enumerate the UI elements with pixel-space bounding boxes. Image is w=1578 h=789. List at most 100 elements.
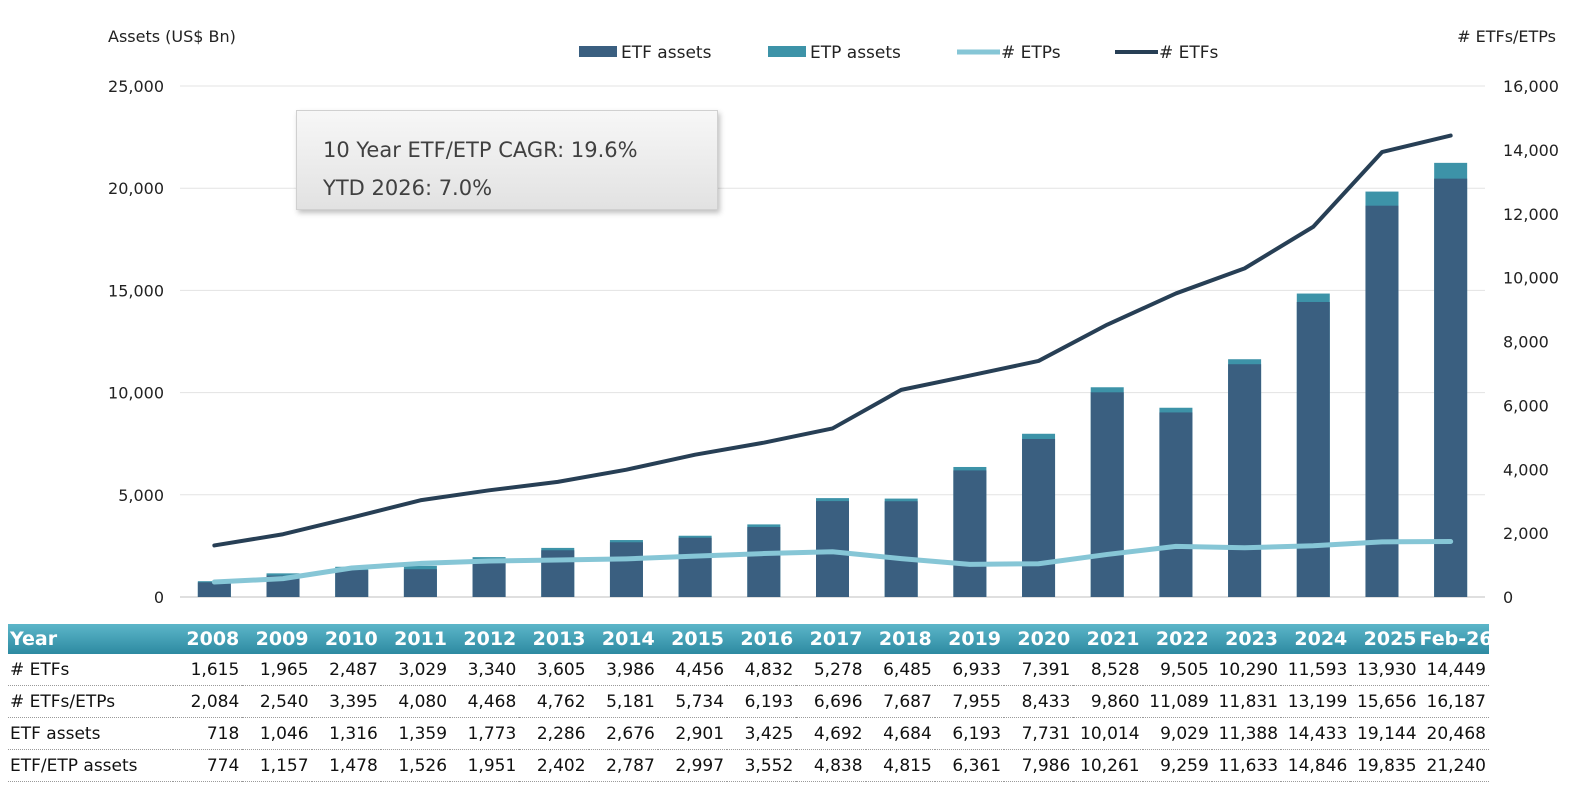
line-etfs (212, 133, 1453, 548)
bar-etf-assets (1365, 205, 1399, 597)
bar-etf-assets (541, 550, 575, 597)
table-cell: 2,402 (519, 749, 589, 782)
table-cell: 1,359 (380, 717, 451, 750)
table-cell: 3,395 (311, 685, 381, 718)
cagr-line: 10 Year ETF/ETP CAGR: 19.6% (323, 138, 638, 162)
left-axis-label: Assets (US$ Bn) (108, 27, 236, 46)
table-cell: 14,433 (1281, 717, 1351, 750)
table-cell: 774 (173, 749, 243, 782)
table-cell: 9,029 (1142, 717, 1212, 750)
table-cell: 1,157 (242, 749, 312, 782)
right-tick-label: 14,000 (1503, 141, 1559, 160)
table-cell: 3,605 (519, 654, 589, 686)
table-header-year: Feb-26 (1419, 624, 1493, 654)
table-cell: 8,433 (1004, 685, 1074, 718)
table-row: ETF/ETP assets 774 1,157 1,478 1,526 1,951 2,4… (8, 749, 1489, 782)
bar-etf-assets (1022, 438, 1056, 597)
bar-etf-assets (472, 560, 506, 597)
cagr-annotation: 10 Year ETF/ETP CAGR: 19.6% YTD 2026: 7.… (296, 110, 718, 210)
table-cell: 3,986 (588, 654, 658, 686)
table-header-year: 2010 (311, 624, 381, 654)
table-cell: 4,762 (519, 685, 589, 718)
table-row-label: # ETFs/ETPs (8, 685, 174, 718)
table-cell: 6,193 (727, 685, 797, 718)
table-cell: 2,286 (519, 717, 589, 750)
table-cell: 4,468 (450, 685, 520, 718)
left-tick-label: 0 (154, 588, 164, 607)
table-cell: 13,930 (1350, 654, 1420, 686)
table-header-year: 2019 (934, 624, 1005, 654)
table-cell: 3,340 (450, 654, 520, 686)
bar-etf-assets (609, 542, 643, 597)
table-header-year: 2022 (1142, 624, 1212, 654)
table-cell: 1,965 (242, 654, 312, 686)
table-cell: 1,951 (450, 749, 520, 782)
right-tick-label: 2,000 (1503, 524, 1549, 543)
table-cell: 9,860 (1073, 685, 1143, 718)
table-cell: 3,029 (380, 654, 451, 686)
left-tick-label: 25,000 (108, 77, 164, 96)
right-tick-label: 16,000 (1503, 77, 1559, 96)
table-cell: 1,615 (173, 654, 243, 686)
table-header-year: 2023 (1211, 624, 1282, 654)
legend-label-etf-assets: ETF assets (621, 43, 712, 63)
table-header-year: 2015 (657, 624, 728, 654)
table-cell: 1,316 (311, 717, 381, 750)
table-cell: 718 (173, 717, 243, 750)
table-cell: 2,997 (657, 749, 728, 782)
table-row: # ETFs 1,615 1,965 2,487 3,029 3,340 3,605 3,98… (8, 654, 1489, 686)
table-cell: 7,955 (934, 685, 1005, 718)
table-cell: 4,080 (380, 685, 451, 718)
bar-etf-assets (1159, 412, 1193, 597)
table-cell: 10,261 (1073, 749, 1143, 782)
table-header-year: 2021 (1073, 624, 1143, 654)
table-cell: 21,240 (1419, 749, 1489, 782)
legend-label-etps: # ETPs (1001, 43, 1061, 63)
table-cell: 1,773 (450, 717, 520, 750)
table-cell: 5,734 (657, 685, 728, 718)
table-cell: 4,692 (796, 717, 866, 750)
table-cell: 19,144 (1350, 717, 1420, 750)
table-header-year: 2011 (380, 624, 451, 654)
table-cell: 6,485 (865, 654, 935, 686)
bar-etf-assets (884, 501, 918, 597)
right-axis-ticks: 0 2,000 4,000 6,000 8,000 10,000 12,000 14,000 1… (1503, 77, 1559, 607)
table-header-row: Year 2008 2009 2010 2011 2012 2013 2014 2015 2016… (8, 624, 1493, 654)
table-header-year: 2012 (450, 624, 520, 654)
table-cell: 5,181 (588, 685, 658, 718)
table-cell: 4,838 (796, 749, 866, 782)
bar-etf-assets (335, 570, 369, 597)
table-cell: 1,478 (311, 749, 381, 782)
table-cell: 14,846 (1281, 749, 1351, 782)
left-tick-label: 15,000 (108, 281, 164, 300)
right-tick-label: 12,000 (1503, 205, 1559, 224)
table-row-label: ETF assets (8, 717, 174, 750)
table-header-year: 2008 (173, 624, 243, 654)
table-row-label: # ETFs (8, 654, 174, 686)
table-cell: 16,187 (1419, 685, 1489, 718)
table-cell: 7,687 (865, 685, 935, 718)
table-cell: 2,787 (588, 749, 658, 782)
table-header-year: 2009 (242, 624, 312, 654)
table-header-year: 2020 (1004, 624, 1074, 654)
right-tick-label: 0 (1503, 588, 1513, 607)
table-header-year: 2017 (796, 624, 866, 654)
chart: 0 5,000 10,000 15,000 20,000 25,000 0 2,000 4,0… (108, 27, 1559, 607)
table-row: # ETFs/ETPs 2,084 2,540 3,395 4,080 4,468 4,76… (8, 685, 1489, 718)
bar-etf-assets (1090, 392, 1124, 597)
table-cell: 1,526 (380, 749, 451, 782)
table-cell: 11,388 (1211, 717, 1282, 750)
table-row-label: ETF/ETP assets (8, 749, 174, 782)
legend-label-etp-assets: ETP assets (810, 43, 901, 63)
line-etps (211, 538, 1454, 585)
table-cell: 11,089 (1142, 685, 1212, 718)
table-cell: 1,046 (242, 717, 312, 750)
table-cell: 13,199 (1281, 685, 1351, 718)
bar-etf-assets (1228, 364, 1262, 597)
right-tick-label: 6,000 (1503, 396, 1549, 415)
table-cell: 11,831 (1211, 685, 1282, 718)
table-cell: 3,425 (727, 717, 797, 750)
table-cell: 6,361 (934, 749, 1005, 782)
table-cell: 19,835 (1350, 749, 1420, 782)
table-cell: 20,468 (1419, 717, 1489, 750)
